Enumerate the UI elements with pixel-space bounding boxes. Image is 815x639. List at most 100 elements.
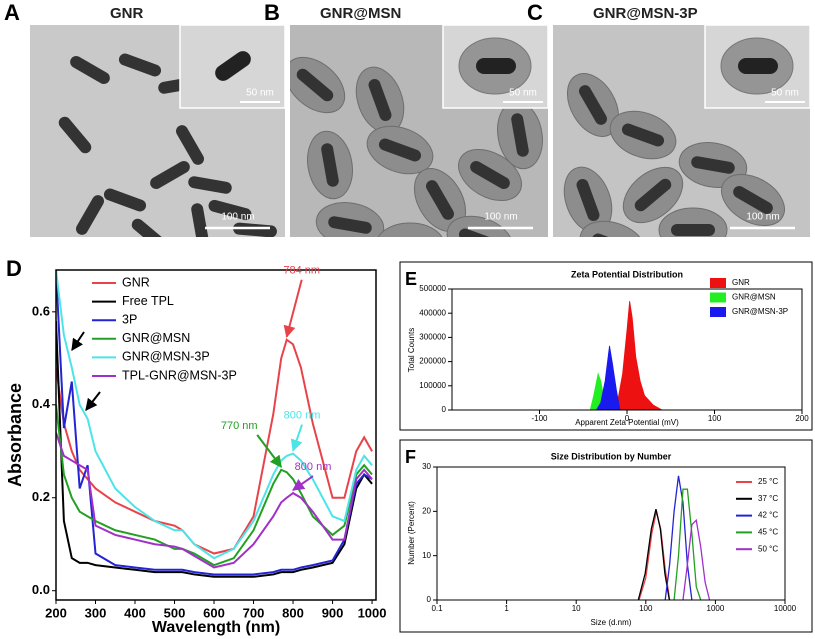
- y-tick-label: 30: [422, 462, 431, 471]
- x-tick-label: 100: [639, 604, 653, 613]
- gold-nanorod: [621, 123, 665, 147]
- y-tick-label: 0.4: [32, 396, 51, 411]
- chart: -100 0 100 200 0 100000 200000 300000 400000 5000…: [399, 261, 813, 431]
- gold-nanorod: [576, 178, 600, 222]
- line: [56, 321, 373, 578]
- annotation-arrow: [292, 475, 314, 491]
- legend-swatch: [710, 292, 726, 303]
- annotation-arrow: [283, 279, 303, 338]
- y-tick-label: 400000: [419, 308, 446, 317]
- panel-label: F: [405, 447, 416, 467]
- inset-scale-label: 50 nm: [771, 88, 799, 99]
- line: [638, 511, 671, 600]
- annotation-arrow: [256, 434, 282, 468]
- y-tick-label: 0.0: [32, 582, 50, 597]
- panel-title: GNR: [110, 5, 144, 22]
- silica-shell: [377, 222, 443, 237]
- tem-images: 50 nm 100 nm A GNR 50 nm 100 nm B GNR@MSN 50 nm 1…: [4, 0, 811, 251]
- chart-title: Size Distribution by Number: [551, 451, 672, 461]
- legend-label: TPL-GNR@MSN-3P: [122, 368, 237, 382]
- legend-label: 37 °C: [758, 494, 778, 503]
- gold-nanorod: [328, 216, 372, 234]
- x-tick-label: 200: [45, 605, 67, 620]
- charts: 200 300 400 500 600 700 800 900 10000.00.20.40.6…: [5, 256, 813, 636]
- legend-label: 3P: [122, 312, 137, 326]
- y-tick-label: 300000: [419, 333, 446, 342]
- y-axis-label: Number (Percent): [407, 501, 416, 565]
- inset-scale-label: 50 nm: [246, 88, 274, 99]
- legend-label: GNR: [732, 278, 750, 287]
- plot-area: [56, 270, 373, 578]
- rods: [563, 73, 785, 237]
- x-tick-label: 1000: [358, 605, 387, 620]
- gold-nanorod: [103, 188, 147, 212]
- panel-label: A: [4, 0, 20, 25]
- x-tick-label: 10000: [774, 604, 797, 613]
- gold-nanorod: [733, 186, 773, 214]
- plot-frame: [436, 466, 786, 601]
- gold-nanorod: [131, 218, 169, 237]
- legend-label: 25 °C: [758, 477, 778, 486]
- y-tick-label: 500000: [419, 284, 446, 293]
- annotation-label: 800 nm: [284, 409, 321, 421]
- scale-label: 100 nm: [746, 212, 779, 223]
- x-tick-label: 0: [625, 414, 630, 423]
- chart-title: Zeta Potential Distribution: [571, 269, 683, 279]
- line: [56, 270, 373, 560]
- legend-label: GNR@MSN: [732, 293, 776, 302]
- gold-nanorod: [176, 125, 204, 165]
- x-tick-label: 200: [795, 414, 809, 423]
- pointer-arrow: [71, 331, 85, 351]
- line: [56, 432, 373, 569]
- gold-nanorod: [208, 199, 252, 221]
- scale-label: 100 nm: [484, 212, 517, 223]
- panel-label: B: [264, 0, 280, 25]
- area: [609, 301, 663, 410]
- y-tick-label: 0: [442, 405, 447, 414]
- y-tick-label: 0.6: [32, 303, 50, 318]
- inset-rod: [215, 51, 251, 81]
- legend-swatch: [710, 278, 726, 288]
- chart: 0.1 1 10 100 1000 10000 0 10 20 30 25 °C 37 °C 42 °C…: [399, 439, 813, 633]
- x-tick-label: 700: [243, 605, 265, 620]
- x-axis-label: Wavelength (nm): [152, 619, 280, 636]
- x-tick-label: 500: [164, 605, 186, 620]
- legend-label: GNR@MSN: [122, 331, 190, 345]
- panel-label: E: [405, 269, 417, 289]
- annotation-label: 800 nm: [295, 461, 332, 473]
- legend-label: GNR@MSN-3P: [122, 350, 210, 364]
- gold-nanorod: [458, 228, 502, 237]
- x-tick-label: 800: [282, 605, 304, 620]
- pointer-arrow: [85, 391, 101, 411]
- gold-nanorod: [150, 161, 190, 189]
- tem-panel: 50 nm 100 nm C GNR@MSN-3P: [527, 0, 811, 237]
- line: [682, 518, 711, 600]
- gold-nanorod: [691, 156, 735, 174]
- x-tick-label: 300: [85, 605, 107, 620]
- legend-label: 45 °C: [758, 528, 778, 537]
- gold-nanorod: [70, 56, 110, 84]
- legend-swatch: [710, 307, 726, 317]
- annotation-label: 770 nm: [221, 420, 258, 432]
- plot-frame: [451, 288, 803, 411]
- inset-scale-label: 50 nm: [509, 88, 537, 99]
- gold-nanorod: [191, 203, 209, 237]
- legend-label: Free TPL: [122, 294, 174, 308]
- line: [673, 488, 702, 600]
- gold-nanorod: [378, 138, 422, 162]
- legend-label: GNR: [122, 275, 150, 289]
- x-tick-label: 400: [124, 605, 146, 620]
- y-tick-label: 200000: [419, 357, 446, 366]
- y-axis-label: Absorbance: [5, 383, 25, 487]
- x-tick-label: 900: [322, 605, 344, 620]
- gold-nanorod: [188, 176, 232, 194]
- gold-nanorod: [426, 180, 454, 220]
- scale-label: 100 nm: [221, 212, 254, 223]
- gold-nanorod: [296, 68, 334, 102]
- gold-nanorod: [388, 239, 432, 251]
- area: [595, 345, 621, 410]
- panel-label: C: [527, 0, 543, 25]
- gold-nanorod: [671, 224, 715, 236]
- x-tick-label: 1000: [707, 604, 725, 613]
